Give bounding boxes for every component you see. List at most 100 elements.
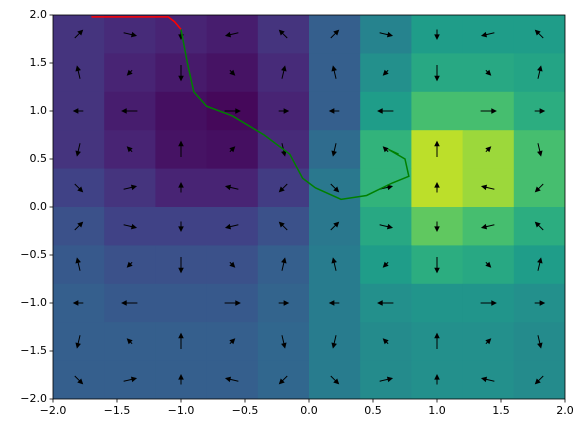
- quiver-arrow: [224, 184, 239, 191]
- quiver-arrow: [281, 65, 287, 79]
- x-tick-label: −1.5: [104, 404, 131, 417]
- y-tick-label: 1.5: [30, 56, 48, 69]
- plot-area: [53, 15, 565, 399]
- quiver-arrow: [75, 143, 81, 157]
- quiver-arrow: [278, 108, 290, 114]
- quiver-arrow: [379, 31, 394, 38]
- quiver-arrow: [121, 108, 138, 114]
- quiver-arrow: [178, 65, 184, 82]
- quiver-arrow: [534, 183, 544, 193]
- quiver-arrow: [382, 69, 389, 76]
- quiver-arrow: [331, 65, 337, 79]
- quiver-arrow: [278, 300, 290, 306]
- y-tick-label: 0.0: [30, 200, 48, 213]
- quiver-arrow: [480, 223, 495, 230]
- quiver-arrow: [382, 338, 389, 345]
- quiver-arrow: [434, 221, 440, 233]
- quiver-arrow: [331, 257, 337, 271]
- quiver-arrow: [328, 300, 340, 306]
- quiver-arrow: [224, 31, 239, 38]
- quiver-arrow: [379, 223, 394, 230]
- quiver-arrow: [224, 376, 239, 383]
- y-tick-label: −1.5: [20, 344, 47, 357]
- quiver-arrow: [331, 143, 337, 157]
- quiver-arrow: [534, 300, 546, 306]
- quiver-arrow: [485, 69, 492, 76]
- y-tick-label: 0.5: [30, 152, 48, 165]
- quiver-arrow: [178, 181, 184, 193]
- quiver-arrow: [377, 300, 394, 306]
- quiver-arrow: [485, 261, 492, 268]
- x-tick-label: −0.5: [232, 404, 259, 417]
- y-tick-label: −0.5: [20, 248, 47, 261]
- quiver-arrow: [123, 31, 138, 38]
- quiver-arrow: [126, 69, 133, 76]
- quiver-arrow: [480, 300, 497, 306]
- quiver-arrow: [178, 221, 184, 233]
- trajectory-line: [91, 16, 182, 30]
- quiver-arrow: [382, 146, 389, 153]
- quiver-arrow: [330, 29, 340, 39]
- quiver-arrow: [72, 108, 84, 114]
- quiver-arrow: [382, 261, 389, 268]
- quiver-arrow: [434, 140, 440, 157]
- quiver-arrow: [74, 183, 84, 193]
- quiver-arrow: [278, 183, 288, 193]
- heatmap-cell: [411, 91, 464, 131]
- y-tick-label: 1.0: [30, 104, 48, 117]
- quiver-arrow: [330, 221, 340, 231]
- x-tick-label: −1.0: [168, 404, 195, 417]
- quiver-arrow: [480, 31, 495, 38]
- quiver-arrow: [278, 221, 288, 231]
- quiver-arrow: [480, 108, 497, 114]
- quiver-arrow: [75, 335, 81, 349]
- y-tick-label: 2.0: [30, 8, 48, 21]
- quiver-arrow: [123, 223, 138, 230]
- quiver-arrow: [126, 338, 133, 345]
- quiver-arrow: [74, 375, 84, 385]
- quiver-arrow: [379, 376, 394, 383]
- quiver-arrow: [434, 29, 440, 41]
- quiver-arrow: [537, 257, 543, 271]
- heatmap-cell: [155, 91, 208, 131]
- quiver-arrow: [434, 65, 440, 82]
- quiver-arrow: [534, 375, 544, 385]
- heatmap-cell: [155, 283, 208, 323]
- y-tick-label: −1.0: [20, 296, 47, 309]
- quiver-arrow: [485, 338, 492, 345]
- quiver-arrow: [229, 338, 236, 345]
- quiver-arrow: [126, 261, 133, 268]
- quiver-arrow: [485, 146, 492, 153]
- quiver-arrow: [75, 65, 81, 79]
- quiver-arrow: [72, 300, 84, 306]
- quiver-arrow: [229, 69, 236, 76]
- quiver-arrow: [229, 261, 236, 268]
- quiver-arrow: [434, 332, 440, 349]
- x-tick-label: 1.0: [428, 404, 446, 417]
- quiver-arrow: [534, 29, 544, 39]
- trajectory-line: [180, 29, 410, 201]
- quiver-arrow: [330, 183, 340, 193]
- quiver-arrow: [480, 184, 495, 191]
- x-tick-label: 0.0: [300, 404, 318, 417]
- quiver-arrow: [534, 108, 546, 114]
- quiver-arrow: [178, 373, 184, 385]
- quiver-arrow: [224, 108, 241, 114]
- quiver-arrow: [480, 376, 495, 383]
- quiver-arrow: [328, 108, 340, 114]
- quiver-arrow: [281, 257, 287, 271]
- quiver-arrow: [537, 143, 543, 157]
- quiver-arrow: [331, 335, 337, 349]
- quiver-arrow: [178, 332, 184, 349]
- quiver-arrow: [278, 375, 288, 385]
- x-tick-label: 1.5: [492, 404, 510, 417]
- quiver-arrow: [534, 221, 544, 231]
- quiver-arrow: [278, 29, 288, 39]
- quiver-arrow: [330, 375, 340, 385]
- quiver-arrow: [123, 376, 138, 383]
- quiver-arrow: [377, 108, 394, 114]
- quiver-arrow: [434, 257, 440, 274]
- quiver-arrow: [178, 140, 184, 157]
- quiver-arrow: [537, 65, 543, 79]
